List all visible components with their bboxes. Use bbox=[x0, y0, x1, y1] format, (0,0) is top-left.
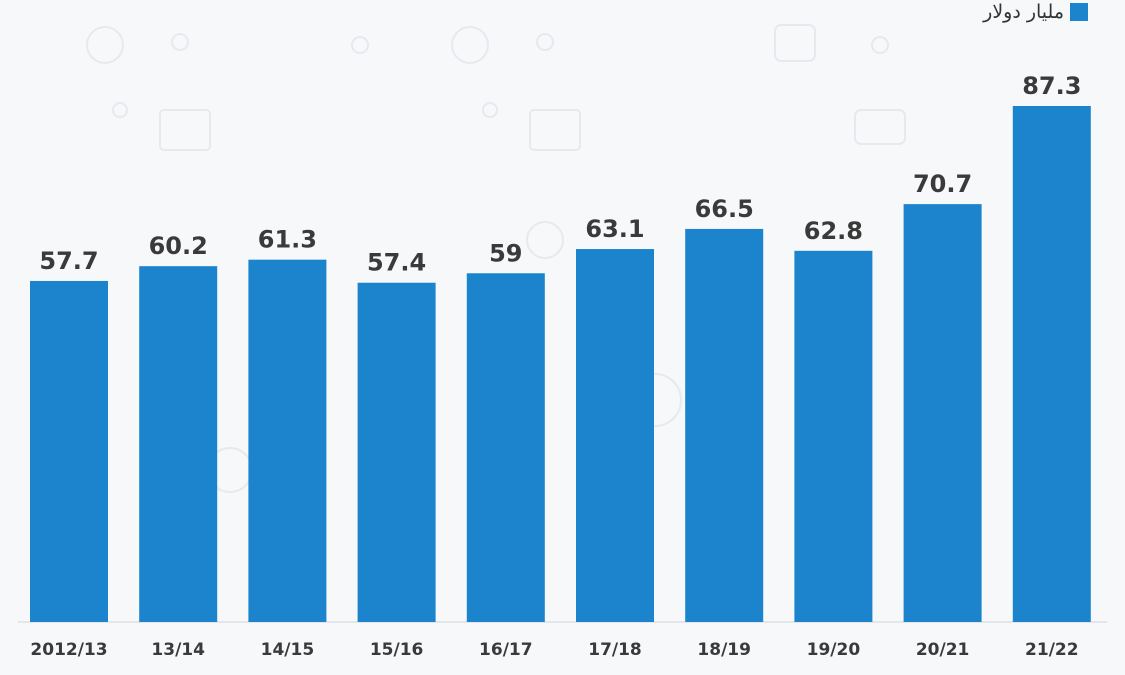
bar-2012-13 bbox=[30, 280, 108, 622]
value-label: 66.5 bbox=[695, 195, 754, 223]
bar-15-16 bbox=[357, 282, 436, 622]
legend-swatch bbox=[1070, 3, 1088, 21]
bar-13-14 bbox=[139, 266, 218, 622]
value-label: 62.8 bbox=[804, 217, 863, 245]
x-tick-label: 14/15 bbox=[261, 640, 315, 660]
x-tick-labels-group: 2012/13 13/14 14/15 15/16 16/17 17/18 18/19 19/… bbox=[30, 640, 1078, 660]
value-label: 57.4 bbox=[367, 249, 426, 277]
x-tick-label: 18/19 bbox=[697, 640, 751, 660]
bar-18-19 bbox=[685, 228, 764, 622]
legend-label: مليار دولار bbox=[983, 1, 1064, 23]
value-label: 61.3 bbox=[258, 226, 317, 254]
bar-17-18 bbox=[576, 249, 654, 623]
x-tick-label: 19/20 bbox=[807, 640, 861, 660]
x-tick-label: 15/16 bbox=[370, 640, 424, 660]
legend: مليار دولار bbox=[983, 0, 1088, 24]
x-tick-label: 16/17 bbox=[479, 640, 533, 660]
value-labels-group: 57.7 60.2 61.3 57.4 59 63.1 66.5 62.8 70.7 87.3 bbox=[39, 72, 1081, 277]
bar-14-15 bbox=[248, 259, 327, 622]
value-label: 63.1 bbox=[585, 215, 644, 243]
x-tick-label: 13/14 bbox=[151, 640, 205, 660]
bar-19-20 bbox=[794, 250, 873, 623]
value-label: 57.7 bbox=[39, 247, 98, 275]
value-label: 87.3 bbox=[1022, 72, 1081, 100]
value-label: 60.2 bbox=[149, 232, 208, 260]
value-label: 70.7 bbox=[913, 170, 972, 198]
bars-group bbox=[30, 106, 1091, 623]
x-tick-label: 21/22 bbox=[1025, 640, 1079, 660]
x-tick-label: 2012/13 bbox=[30, 640, 107, 660]
bar-20-21 bbox=[903, 204, 982, 623]
x-tick-label: 17/18 bbox=[588, 640, 642, 660]
x-tick-label: 20/21 bbox=[916, 640, 970, 660]
bar-21-22 bbox=[1012, 106, 1091, 622]
bar-16-17 bbox=[466, 273, 545, 622]
value-label: 59 bbox=[489, 239, 522, 267]
